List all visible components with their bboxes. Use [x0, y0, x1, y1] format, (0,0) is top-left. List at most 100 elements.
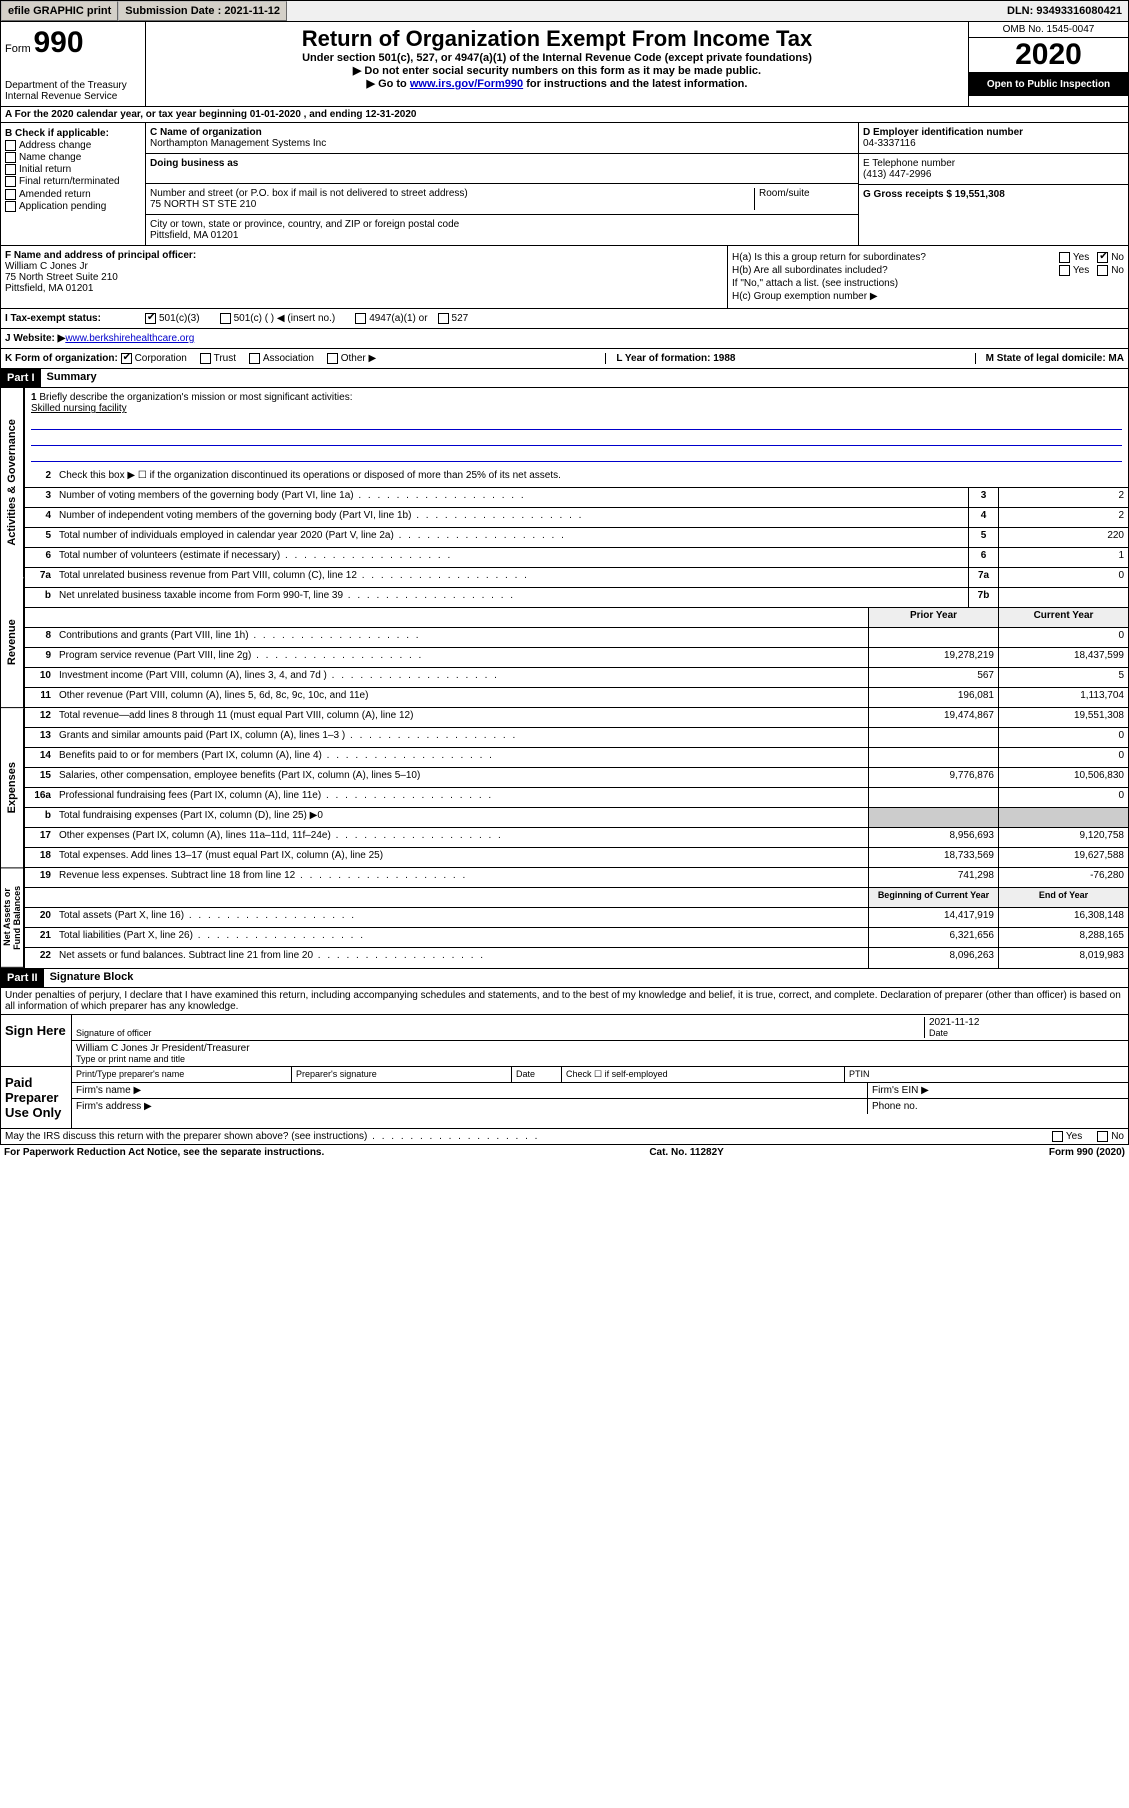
cb-assoc[interactable] [249, 353, 260, 364]
l21-num: 21 [25, 928, 55, 947]
part1-label: Part I [1, 369, 41, 387]
section-j: J Website: ▶ www.berkshirehealthcare.org [0, 329, 1129, 349]
l5-box: 5 [968, 528, 998, 547]
b-item-2: Initial return [19, 164, 71, 175]
dba-label: Doing business as [150, 158, 854, 169]
l12-curr: 19,551,308 [998, 708, 1128, 727]
l3-desc: Number of voting members of the governin… [55, 488, 968, 507]
cat-no: Cat. No. 11282Y [649, 1147, 723, 1158]
l17-desc: Other expenses (Part IX, column (A), lin… [55, 828, 868, 847]
cb-ha-no[interactable] [1097, 252, 1108, 263]
discuss-text: May the IRS discuss this return with the… [5, 1131, 1052, 1142]
cb-amended[interactable] [5, 189, 16, 200]
l11-desc: Other revenue (Part VIII, column (A), li… [55, 688, 868, 707]
l19-prior: 741,298 [868, 868, 998, 887]
form-title-row: Form 990 Department of the Treasury Inte… [0, 22, 1129, 107]
cb-other[interactable] [327, 353, 338, 364]
firm-addr-label: Firm's address ▶ [72, 1099, 868, 1114]
cb-527[interactable] [438, 313, 449, 324]
mission-text: Skilled nursing facility [31, 403, 127, 414]
cb-final-return[interactable] [5, 176, 16, 187]
hb-no: No [1111, 265, 1124, 276]
cb-hb-yes[interactable] [1059, 265, 1070, 276]
hdr-current: Current Year [998, 608, 1128, 627]
l7a-desc: Total unrelated business revenue from Pa… [55, 568, 968, 587]
cb-4947[interactable] [355, 313, 366, 324]
l17-num: 17 [25, 828, 55, 847]
l13-curr: 0 [998, 728, 1128, 747]
l16b-desc: Total fundraising expenses (Part IX, col… [55, 808, 868, 827]
efile-print-button[interactable]: efile GRAPHIC print [1, 1, 118, 21]
i-4947: 4947(a)(1) or [369, 313, 427, 324]
website-link[interactable]: www.berkshirehealthcare.org [65, 333, 194, 344]
cb-discuss-no[interactable] [1097, 1131, 1108, 1142]
l18-desc: Total expenses. Add lines 13–17 (must eq… [55, 848, 868, 867]
l7b-num: b [25, 588, 55, 607]
section-d-e-g: D Employer identification number 04-3337… [858, 123, 1128, 245]
k-corp: Corporation [135, 353, 187, 364]
cb-501c[interactable] [220, 313, 231, 324]
b-item-5: Application pending [19, 201, 106, 212]
hb-note: If "No," attach a list. (see instruction… [732, 278, 1124, 289]
l12-num: 12 [25, 708, 55, 727]
l21-curr: 8,288,165 [998, 928, 1128, 947]
footer-row: For Paperwork Reduction Act Notice, see … [0, 1145, 1129, 1160]
l8-prior [868, 628, 998, 647]
cb-discuss-yes[interactable] [1052, 1131, 1063, 1142]
l19-curr: -76,280 [998, 868, 1128, 887]
l20-num: 20 [25, 908, 55, 927]
l14-curr: 0 [998, 748, 1128, 767]
paperwork-notice: For Paperwork Reduction Act Notice, see … [4, 1147, 324, 1158]
l16a-desc: Professional fundraising fees (Part IX, … [55, 788, 868, 807]
cb-501c3[interactable] [145, 313, 156, 324]
cb-trust[interactable] [200, 353, 211, 364]
l7a-val: 0 [998, 568, 1128, 587]
type-name-label: Type or print name and title [76, 1054, 1124, 1064]
cb-ha-yes[interactable] [1059, 252, 1070, 263]
row-a-tax-year: A For the 2020 calendar year, or tax yea… [0, 107, 1129, 123]
b-item-3: Final return/terminated [19, 177, 120, 188]
l18-prior: 18,733,569 [868, 848, 998, 867]
paid-preparer-label: Paid Preparer Use Only [1, 1067, 71, 1128]
city-value: Pittsfield, MA 01201 [150, 230, 854, 241]
l9-desc: Program service revenue (Part VIII, line… [55, 648, 868, 667]
side-revenue: Revenue [1, 578, 24, 708]
l4-box: 4 [968, 508, 998, 527]
l5-val: 220 [998, 528, 1128, 547]
cb-hb-no[interactable] [1097, 265, 1108, 276]
l10-desc: Investment income (Part VIII, column (A)… [55, 668, 868, 687]
omb-number: OMB No. 1545-0047 [969, 22, 1128, 38]
b-item-4: Amended return [19, 189, 91, 200]
l1-num: 1 [31, 392, 37, 403]
l15-curr: 10,506,830 [998, 768, 1128, 787]
submission-date-button[interactable]: Submission Date : 2021-11-12 [118, 1, 287, 21]
l5-desc: Total number of individuals employed in … [55, 528, 968, 547]
street-value: 75 NORTH ST STE 210 [150, 199, 754, 210]
l1-text: Briefly describe the organization's miss… [39, 392, 352, 403]
l16a-prior [868, 788, 998, 807]
l16b-curr [998, 808, 1128, 827]
l4-val: 2 [998, 508, 1128, 527]
section-k-l-m: K Form of organization: Corporation Trus… [0, 349, 1129, 369]
cb-initial-return[interactable] [5, 164, 16, 175]
ssn-note: ▶ Do not enter social security numbers o… [150, 64, 964, 77]
street-label: Number and street (or P.O. box if mail i… [150, 188, 754, 199]
open-to-public: Open to Public Inspection [969, 73, 1128, 96]
cb-address-change[interactable] [5, 140, 16, 151]
dln-label: DLN: 93493316080421 [1001, 2, 1128, 20]
l14-prior [868, 748, 998, 767]
section-i: I Tax-exempt status: 501(c)(3) 501(c) ( … [0, 309, 1129, 329]
l16a-curr: 0 [998, 788, 1128, 807]
cb-corp[interactable] [121, 353, 132, 364]
cb-app-pending[interactable] [5, 201, 16, 212]
irs-link[interactable]: www.irs.gov/Form990 [410, 78, 523, 90]
prep-ptin-hdr: PTIN [845, 1067, 1128, 1083]
summary-table: Activities & Governance Revenue Expenses… [0, 388, 1129, 969]
side-expenses: Expenses [1, 708, 24, 868]
k-trust: Trust [214, 353, 236, 364]
cb-name-change[interactable] [5, 152, 16, 163]
l13-prior [868, 728, 998, 747]
l6-val: 1 [998, 548, 1128, 567]
hb-label: H(b) Are all subordinates included? [732, 265, 1059, 276]
l8-num: 8 [25, 628, 55, 647]
